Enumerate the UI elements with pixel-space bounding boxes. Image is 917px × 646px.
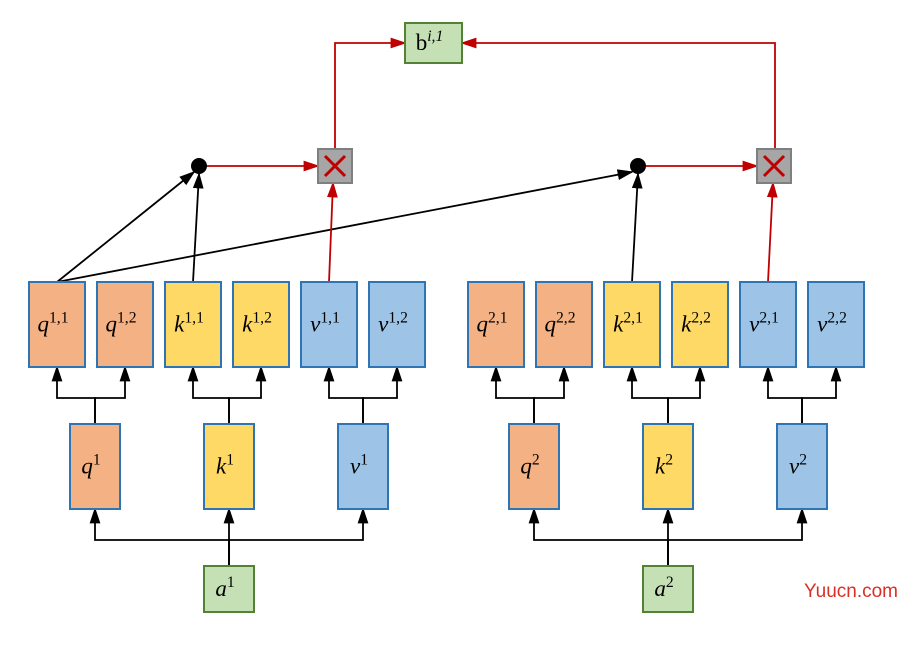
v2: v2 [777, 424, 827, 509]
a1: a1 [204, 566, 254, 612]
k21: k2,1 [604, 282, 660, 367]
v11: v1,1 [301, 282, 357, 367]
mult-left [318, 149, 352, 183]
v12: v1,2 [369, 282, 425, 367]
v22: v2,2 [808, 282, 864, 367]
q2: q2 [509, 424, 559, 509]
q21: q2,1 [468, 282, 524, 367]
q1: q1 [70, 424, 120, 509]
watermark: Yuucn.com [804, 581, 898, 602]
mult-right [757, 149, 791, 183]
k12: k1,2 [233, 282, 289, 367]
k22: k2,2 [672, 282, 728, 367]
k11: k1,1 [165, 282, 221, 367]
v1: v1 [338, 424, 388, 509]
k2: k2 [643, 424, 693, 509]
q11: q1,1 [29, 282, 85, 367]
a2: a2 [643, 566, 693, 612]
q22: q2,2 [536, 282, 592, 367]
k1: k1 [204, 424, 254, 509]
dot-right [630, 158, 646, 174]
dot-left [191, 158, 207, 174]
q12: q1,2 [97, 282, 153, 367]
v21: v2,1 [740, 282, 796, 367]
output-box: bi,1 [405, 23, 462, 63]
